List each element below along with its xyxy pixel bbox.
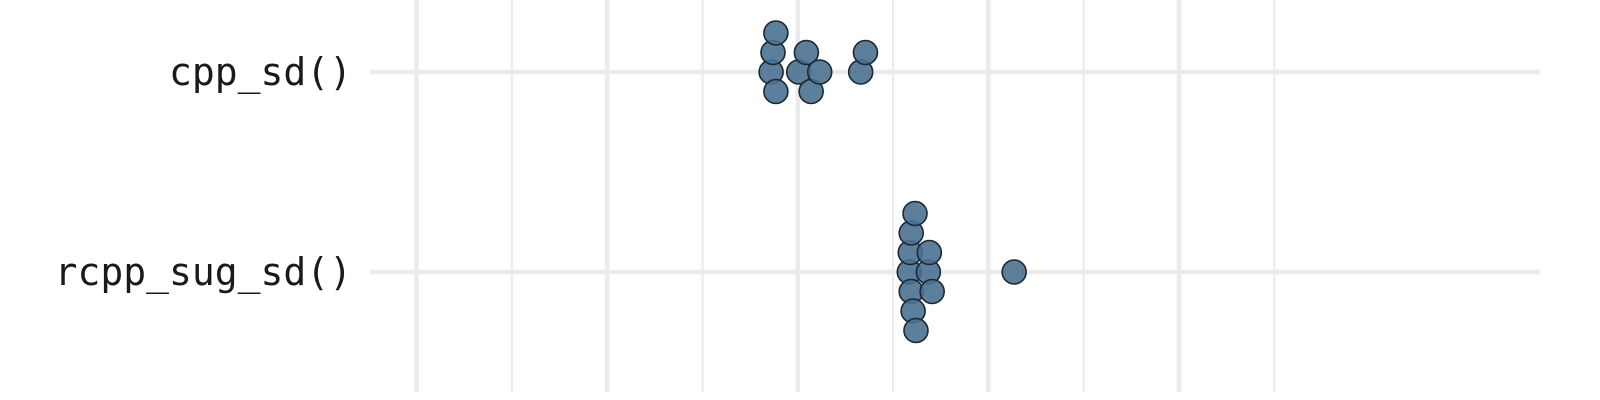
data-point [916, 239, 943, 266]
data-point [902, 200, 928, 227]
category-labels: cpp_sd() rcpp_sug_sd() [55, 50, 352, 295]
data-point [793, 39, 820, 66]
category-label: cpp_sd() [169, 50, 352, 95]
data-point [903, 317, 929, 344]
data-point [763, 20, 789, 46]
category-label: rcpp_sug_sd() [55, 250, 352, 295]
data-point [1001, 259, 1027, 285]
data-points [758, 20, 1027, 344]
data-point [919, 278, 945, 305]
grid [370, 0, 1540, 392]
data-point [806, 59, 833, 85]
data-point [852, 39, 879, 66]
data-point [763, 78, 789, 105]
